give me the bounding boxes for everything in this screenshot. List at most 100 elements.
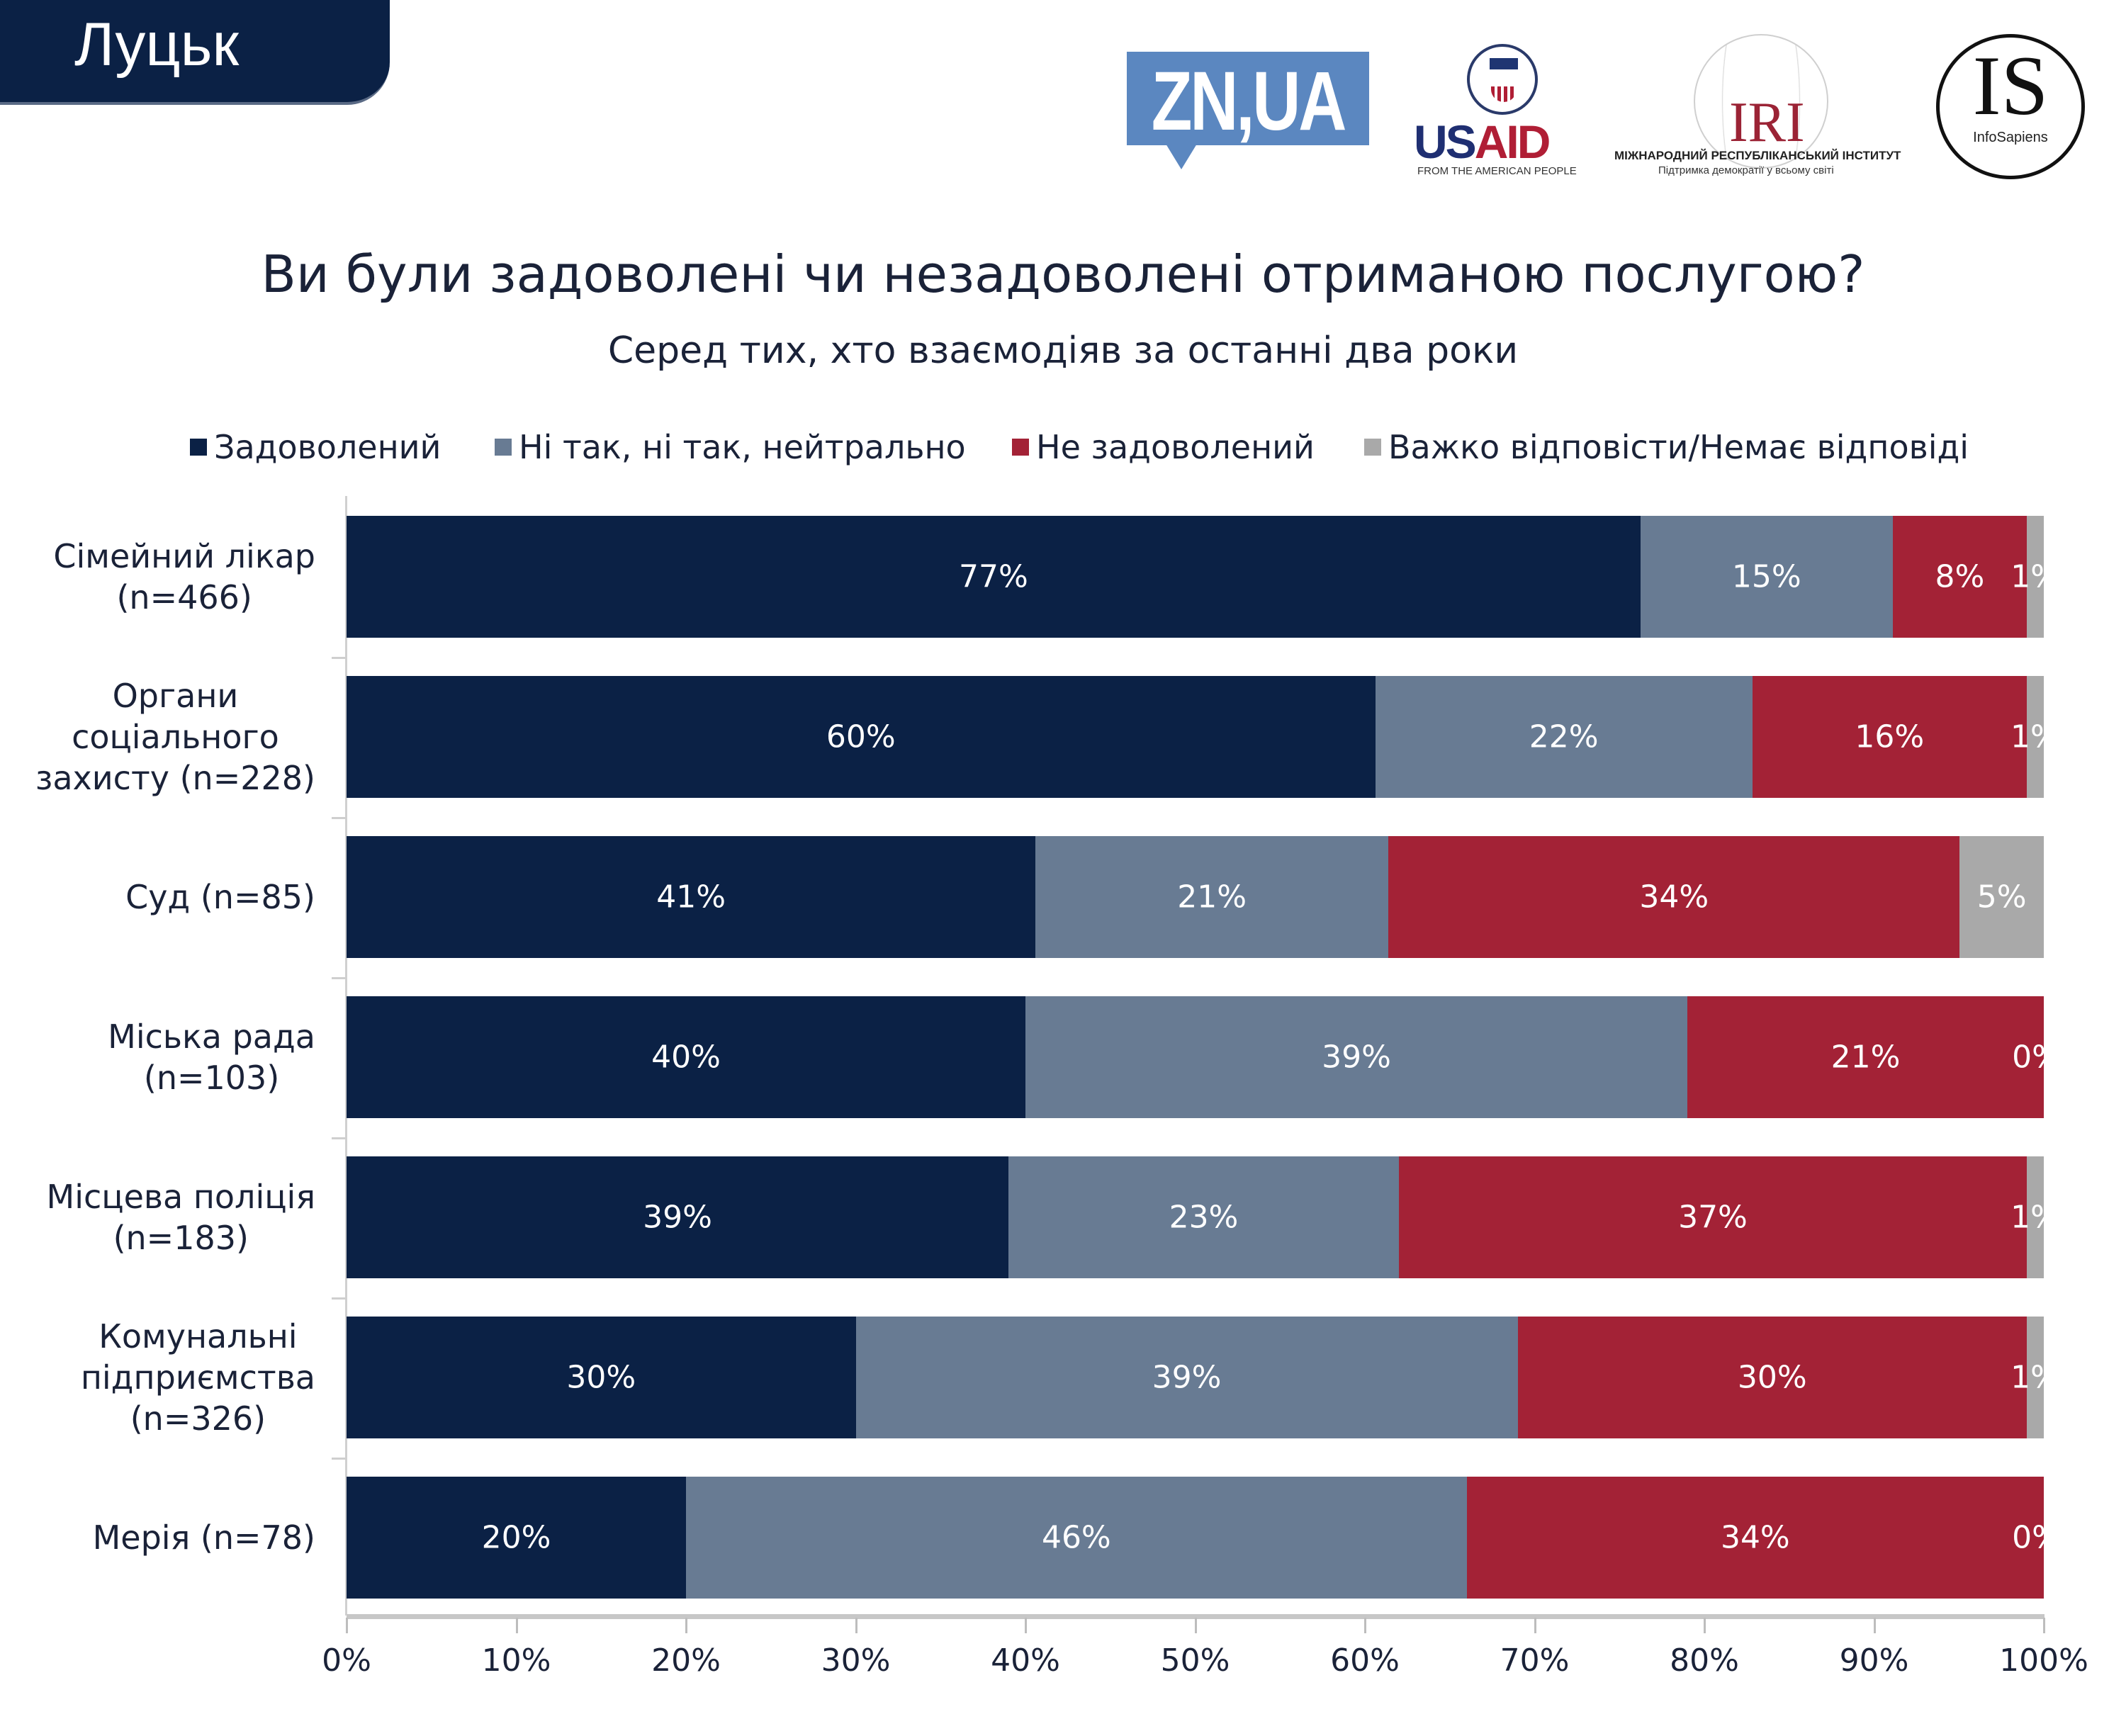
bar-segment-neutral <box>1008 1156 1399 1278</box>
x-tick-label: 70% <box>1500 1642 1570 1679</box>
bar-segment-no_answer <box>2026 676 2044 798</box>
data-label: 8% <box>1935 558 1985 595</box>
x-tick <box>2043 1618 2045 1633</box>
bar-segment-satisfied <box>347 676 1376 798</box>
category-label: Комунальні підприємства (n=326) <box>80 1317 315 1438</box>
city-tab: Луцьк <box>0 0 390 105</box>
iri-logo: IRI <box>1729 91 1805 154</box>
x-tick <box>1873 1618 1876 1633</box>
bar-segment-dissatisfied <box>1398 1156 2027 1278</box>
data-label: 37% <box>1678 1199 1748 1236</box>
data-label: 46% <box>1041 1519 1111 1556</box>
x-tick <box>1704 1618 1706 1633</box>
data-label: 39% <box>1322 1039 1391 1076</box>
legend-label: Важко відповісти/Немає відповіді <box>1388 428 1969 466</box>
bar-segment-no_answer <box>1959 836 2044 958</box>
bar-segment-dissatisfied <box>1687 996 2044 1118</box>
x-tick-label: 100% <box>1999 1642 2088 1679</box>
legend-item-no_answer: Важко відповісти/Немає відповіді <box>1364 428 1969 466</box>
infosapiens-logo: IS InfoSapiens <box>1936 34 2085 179</box>
data-label: 34% <box>1720 1519 1790 1556</box>
y-axis-line <box>345 496 347 1616</box>
x-tick <box>1194 1618 1197 1633</box>
data-label: 41% <box>656 879 726 915</box>
data-label: 39% <box>643 1199 712 1236</box>
bar-segment-dissatisfied <box>1388 836 1960 958</box>
legend-swatch-satisfied <box>190 439 207 456</box>
iri-name: МІЖНАРОДНИЙ РЕСПУБЛІКАНСЬКИЙ ІНСТИТУТ <box>1614 149 1901 162</box>
iri-globe-icon <box>1694 34 1828 169</box>
data-label: 21% <box>1830 1039 1901 1076</box>
usaid-logo: USAID <box>1414 115 1551 169</box>
category-label: Суд (n=85) <box>125 878 315 916</box>
x-tick-label: 30% <box>821 1642 891 1679</box>
legend-swatch-dissatisfied <box>1012 439 1029 456</box>
legend-label: Не задоволений <box>1036 428 1315 466</box>
x-tick-label: 80% <box>1670 1642 1739 1679</box>
data-label: 77% <box>959 558 1028 595</box>
data-label: 15% <box>1731 558 1801 595</box>
plot-right-margin <box>2045 496 2126 1608</box>
category-label: Мерія (n=78) <box>92 1518 315 1557</box>
y-tick <box>332 977 346 979</box>
data-label: 30% <box>566 1359 636 1396</box>
bar-segment-satisfied <box>347 1317 856 1438</box>
chart-title: Ви були задоволені чи незадоволені отрим… <box>261 244 1865 304</box>
x-tick-label: 0% <box>322 1642 371 1679</box>
data-label: 21% <box>1177 879 1247 915</box>
chart-subtitle: Серед тих, хто взаємодіяв за останні два… <box>607 329 1519 372</box>
y-tick <box>332 657 346 659</box>
category-label: Міська рада (n=103) <box>108 1018 315 1097</box>
x-axis-line <box>347 1614 2045 1619</box>
x-tick <box>1534 1618 1536 1633</box>
legend-label: Ні так, ні так, нейтрально <box>519 428 966 466</box>
data-label: 40% <box>651 1039 721 1076</box>
infosapiens-logo-name: InfoSapiens <box>1973 130 2048 145</box>
data-label: 39% <box>1152 1359 1222 1396</box>
x-tick <box>685 1618 687 1633</box>
zn-ua-logo-tail <box>1166 144 1197 169</box>
x-tick-label: 20% <box>651 1642 721 1679</box>
bar-segment-dissatisfied <box>1752 676 2027 798</box>
data-label: 60% <box>826 718 896 755</box>
bar-segment-no_answer <box>2027 1317 2044 1438</box>
bar-segment-no_answer <box>2027 516 2044 638</box>
x-tick-label: 60% <box>1330 1642 1400 1679</box>
legend-label: Задоволений <box>214 428 441 466</box>
bar-segment-neutral <box>1640 516 1893 638</box>
bar-segment-neutral <box>1375 676 1753 798</box>
legend-item-neutral: Ні так, ні так, нейтрально <box>495 428 966 466</box>
legend-item-dissatisfied: Не задоволений <box>1012 428 1315 466</box>
usaid-tagline: FROM THE AMERICAN PEOPLE <box>1417 165 1577 177</box>
usaid-logo-us: US <box>1414 115 1477 168</box>
chart-legend: Задоволений Ні так, ні так, нейтрально Не … <box>0 428 2126 470</box>
legend-item-satisfied: Задоволений <box>190 428 441 466</box>
bar-segment-satisfied <box>347 516 1641 638</box>
data-label: 23% <box>1169 1199 1239 1236</box>
x-tick-label: 90% <box>1839 1642 1909 1679</box>
bar-segment-satisfied <box>347 996 1025 1118</box>
bar-segment-no_answer <box>2027 1156 2044 1278</box>
city-name: Луцьк <box>74 11 240 79</box>
x-tick <box>855 1618 857 1633</box>
x-tick <box>515 1618 518 1633</box>
x-tick <box>1025 1618 1027 1633</box>
legend-swatch-no_answer <box>1364 439 1381 456</box>
data-label: 22% <box>1529 718 1599 755</box>
x-tick-label: 10% <box>481 1642 551 1679</box>
y-tick <box>332 817 346 819</box>
bar-segment-satisfied <box>347 1156 1009 1278</box>
data-label: 5% <box>1976 879 2027 915</box>
bar-segment-neutral <box>1025 996 1688 1118</box>
category-label: Органи соціального захисту (n=228) <box>35 677 315 797</box>
category-label: Сімейний лікар (n=466) <box>53 537 315 616</box>
y-tick <box>332 1297 346 1300</box>
bar-segment-satisfied <box>347 836 1036 958</box>
iri-tagline: Підтримка демократії у всьому світі <box>1658 164 1834 176</box>
infosapiens-logo-mark: IS <box>1972 38 2049 133</box>
bar-segment-neutral <box>1035 836 1389 958</box>
data-label: 20% <box>481 1519 551 1556</box>
y-tick <box>332 1458 346 1460</box>
data-label: 16% <box>1855 718 1925 755</box>
bar-segment-dissatisfied <box>1892 516 2027 638</box>
